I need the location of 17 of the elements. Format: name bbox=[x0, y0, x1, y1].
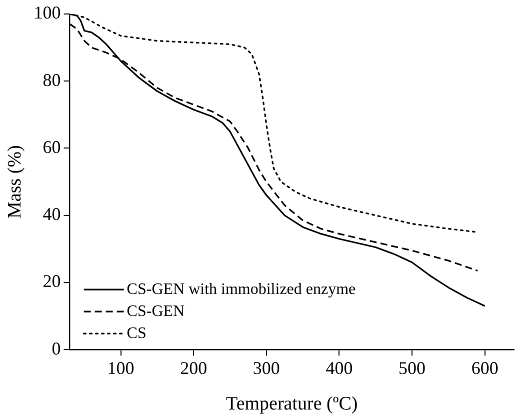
y-tick-label: 60 bbox=[42, 136, 61, 157]
y-tick-label: 20 bbox=[42, 271, 61, 292]
y-tick-label: 40 bbox=[42, 204, 61, 224]
legend-label: CS-GEN with immobilized enzyme bbox=[126, 280, 356, 298]
legend-label: CS bbox=[126, 324, 146, 342]
x-tick-label: 600 bbox=[471, 358, 498, 378]
legend-label: CS-GEN bbox=[126, 302, 186, 320]
x-tick-label: 300 bbox=[252, 358, 280, 378]
y-tick-label: 100 bbox=[34, 2, 61, 23]
x-axis-title: Temperature (ºC) bbox=[226, 394, 358, 415]
x-tick-label: 100 bbox=[107, 358, 134, 378]
x-tick-label: 400 bbox=[326, 358, 353, 378]
y-tick-label: 0 bbox=[52, 338, 61, 358]
x-tick-label: 500 bbox=[398, 358, 426, 378]
y-tick-label: 80 bbox=[42, 70, 61, 90]
y-axis-title: Mass (%) bbox=[4, 145, 26, 218]
x-tick-label: 200 bbox=[180, 358, 208, 378]
